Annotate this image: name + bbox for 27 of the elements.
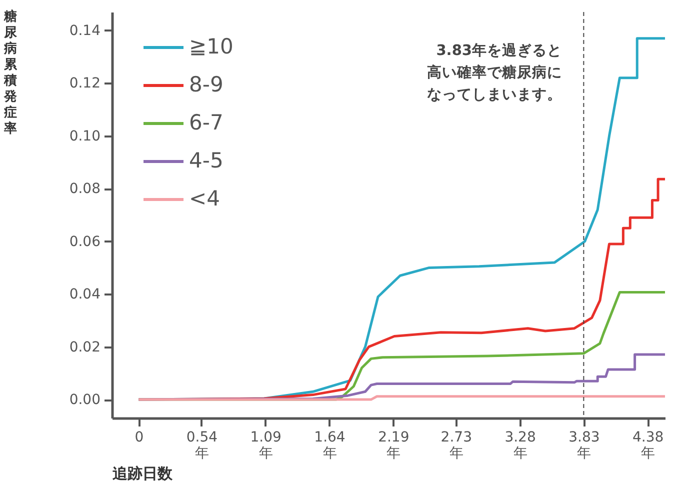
legend-label: 4-5 [189,148,224,172]
y-tick-label: 0.00 [69,392,100,408]
legend-label: 8-9 [189,72,224,96]
annotation: 3.83年を過ぎると [436,42,562,59]
x-tick-label: 3.83 年 [568,430,600,462]
y-tick-label: 0.04 [69,286,101,303]
legend-label: 6-7 [189,110,224,134]
x-tick-label: 2.19 年 [378,430,410,462]
y-tick-label: 0.08 [69,181,100,198]
x-tick-label: 0 [134,430,144,446]
y-tick-label: 0.02 [69,339,100,356]
x-axis-title: 追跡日数 [112,464,174,482]
y-tick-label: 0.12 [69,76,100,92]
annotation: 高い確率で糖尿病に [427,63,562,81]
x-tick-label: 0.54 年 [186,430,218,462]
x-tick-label: 3.28 年 [504,430,536,462]
x-tick-label: 1.64 年 [314,430,346,462]
annotation: なってしまいます。 [427,87,562,103]
x-tick-label: 2.73 年 [440,430,472,462]
y-tick-label: 0.10 [69,128,100,144]
legend-label: ≧10 [189,34,234,58]
x-tick-label: 1.09 年 [250,430,282,462]
x-tick-label: 4.38 年 [632,430,664,462]
y-tick-label: 0.14 [69,22,101,39]
legend-label: <4 [189,186,220,210]
y-axis-title: 糖尿病累積発症率 [3,8,18,136]
y-tick-label: 0.06 [69,234,101,250]
